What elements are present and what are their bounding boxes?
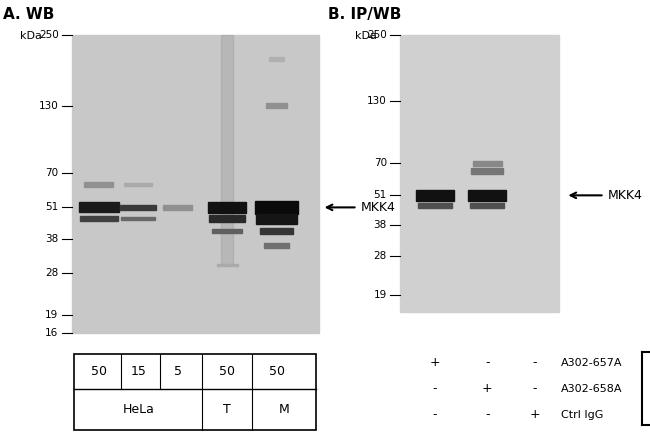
- Text: -: -: [432, 408, 437, 421]
- Text: kDa: kDa: [355, 31, 377, 41]
- Text: MKK4: MKK4: [608, 189, 643, 202]
- Text: +: +: [430, 356, 440, 369]
- Text: 70: 70: [374, 158, 387, 168]
- Text: 38: 38: [46, 234, 58, 244]
- Bar: [269, 57, 284, 61]
- Text: 50: 50: [219, 365, 235, 378]
- Bar: [264, 243, 289, 248]
- Bar: [72, 35, 318, 333]
- Text: 250: 250: [367, 30, 387, 40]
- Text: 28: 28: [46, 267, 58, 277]
- Bar: [216, 263, 238, 266]
- Text: -: -: [533, 356, 538, 369]
- Bar: [468, 190, 506, 201]
- Bar: [209, 215, 245, 222]
- Text: -: -: [533, 382, 538, 395]
- Bar: [259, 228, 293, 234]
- Bar: [120, 204, 156, 210]
- Text: 19: 19: [374, 290, 387, 300]
- Text: A302-657A: A302-657A: [561, 358, 622, 368]
- Text: T: T: [223, 403, 231, 416]
- Text: 16: 16: [46, 328, 58, 339]
- Text: HeLa: HeLa: [122, 403, 154, 416]
- Bar: [122, 217, 155, 220]
- Text: 130: 130: [39, 101, 58, 111]
- Text: 5: 5: [174, 365, 182, 378]
- Text: B. IP/WB: B. IP/WB: [328, 7, 402, 22]
- Bar: [257, 214, 296, 224]
- Text: M: M: [279, 403, 289, 416]
- Bar: [221, 35, 233, 265]
- Bar: [471, 204, 504, 208]
- Text: -: -: [432, 382, 437, 395]
- Bar: [471, 168, 503, 174]
- Bar: [208, 202, 246, 213]
- Bar: [79, 202, 119, 212]
- Text: Ctrl IgG: Ctrl IgG: [561, 410, 603, 420]
- Bar: [74, 354, 316, 430]
- Text: 70: 70: [46, 168, 58, 178]
- Bar: [255, 201, 298, 214]
- Bar: [213, 229, 242, 233]
- Bar: [124, 183, 152, 186]
- Text: 50: 50: [90, 365, 107, 378]
- Text: kDa: kDa: [20, 31, 42, 41]
- Text: 28: 28: [374, 251, 387, 261]
- Text: A302-658A: A302-658A: [561, 384, 622, 394]
- Text: +: +: [530, 408, 540, 421]
- Bar: [163, 205, 192, 210]
- Text: 50: 50: [268, 365, 285, 378]
- Text: A. WB: A. WB: [3, 7, 55, 22]
- Text: +: +: [482, 382, 493, 395]
- Text: -: -: [485, 408, 489, 421]
- Text: 51: 51: [46, 202, 58, 212]
- Text: 130: 130: [367, 96, 387, 106]
- Text: 15: 15: [130, 365, 146, 378]
- Text: 51: 51: [374, 191, 387, 201]
- Text: 250: 250: [39, 30, 58, 40]
- Bar: [80, 216, 118, 221]
- Text: 38: 38: [374, 220, 387, 230]
- Bar: [266, 103, 287, 108]
- Bar: [418, 204, 452, 208]
- Bar: [473, 161, 502, 166]
- Text: 19: 19: [46, 309, 58, 320]
- Text: -: -: [485, 356, 489, 369]
- Bar: [84, 182, 114, 187]
- Bar: [416, 190, 454, 201]
- Text: MKK4: MKK4: [361, 201, 396, 214]
- Bar: [400, 35, 559, 312]
